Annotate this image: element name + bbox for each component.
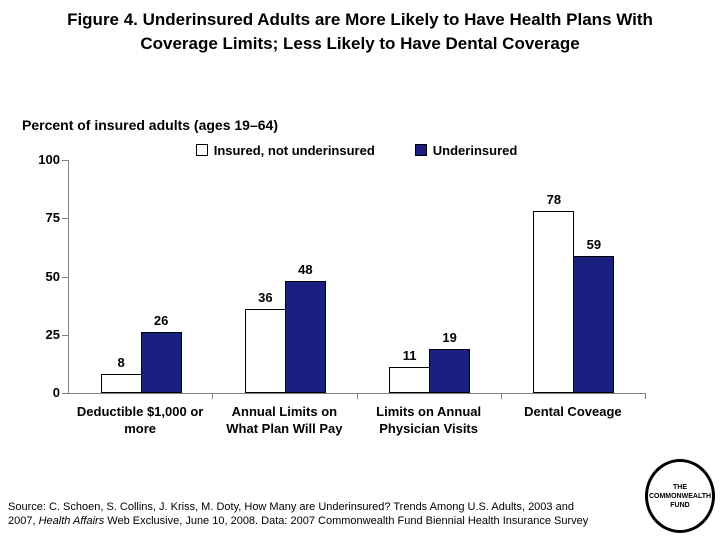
bar-group: 36 48 — [213, 160, 357, 393]
legend-label: Underinsured — [432, 142, 518, 158]
source-line1: Source: C. Schoen, S. Collins, J. Kriss,… — [8, 501, 574, 513]
bar-insured-not-underinsured: 11 — [389, 348, 431, 393]
bar-value-label: 11 — [402, 348, 417, 363]
y-tick-label: 75 — [45, 210, 60, 225]
legend-swatch — [195, 144, 208, 156]
bar-value-label: 8 — [117, 355, 125, 370]
y-tick-mark — [62, 335, 69, 336]
bar-value-label: 48 — [298, 262, 313, 277]
figure-title-line1: Figure 4. Underinsured Adults are More L… — [67, 10, 653, 29]
y-tick-label: 50 — [45, 269, 60, 284]
legend-swatch — [414, 144, 427, 156]
x-tick-mark — [645, 394, 646, 399]
journal-name: Health Affairs — [38, 515, 105, 527]
bar-group: 11 19 — [358, 160, 502, 393]
bar-value-label: 36 — [258, 290, 273, 305]
commonwealth-fund-logo: THE COMMONWEALTH FUND — [645, 459, 715, 533]
x-category-label: Dental Coveage — [524, 404, 622, 419]
x-axis-category-labels: Deductible $1,000 or more Annual Limits o… — [68, 403, 645, 437]
y-tick-label: 25 — [45, 327, 60, 342]
chart-plot-area: 100 75 50 25 0 8 26 36 48 11 19 78 59 — [38, 152, 646, 400]
y-tick-mark — [62, 393, 69, 394]
chart-legend: Insured, not underinsured Underinsured — [68, 142, 645, 158]
bar-value-label: 59 — [586, 237, 602, 252]
axis-unit-label: Percent of insured adults (ages 19–64) — [22, 117, 278, 133]
bar-insured-not-underinsured: 78 — [533, 192, 575, 393]
bar-group: 78 59 — [502, 160, 646, 393]
bar-insured-not-underinsured: 36 — [244, 290, 286, 393]
x-tick-mark — [212, 394, 214, 399]
bar-group: 8 26 — [69, 160, 213, 393]
x-category-label: Annual Limits on What Plan Will Pay — [226, 404, 343, 436]
bar-underinsured: 59 — [573, 237, 615, 393]
bar-underinsured: 48 — [284, 262, 326, 393]
bar-value-label: 26 — [153, 313, 169, 328]
y-tick-mark — [62, 160, 69, 161]
legend-item: Insured, not underinsured — [195, 142, 375, 158]
y-tick-label: 100 — [38, 152, 60, 167]
y-tick-mark — [62, 277, 69, 278]
logo-line3: FUND — [670, 501, 690, 509]
bar-value-label: 78 — [546, 192, 562, 207]
bar-value-label: 19 — [442, 330, 457, 345]
figure-title-line2: Coverage Limits; Less Likely to Have Den… — [140, 34, 580, 53]
legend-label: Insured, not underinsured — [213, 142, 375, 158]
bar-insured-not-underinsured: 8 — [100, 355, 142, 393]
x-tick-mark — [356, 394, 358, 399]
y-tick-label: 0 — [52, 385, 60, 400]
figure-title: Figure 4. Underinsured Adults are More L… — [8, 8, 712, 56]
bar-underinsured: 26 — [140, 313, 182, 393]
x-category-label: Limits on Annual Physician Visits — [376, 404, 482, 436]
logo-line1: THE — [673, 483, 687, 491]
x-category-label: Deductible $1,000 or more — [76, 404, 204, 436]
legend-item: Underinsured — [414, 142, 518, 158]
logo-line2: COMMONWEALTH — [648, 492, 712, 500]
bar-underinsured: 19 — [429, 330, 471, 393]
y-tick-mark — [62, 218, 69, 219]
source-note: Source: C. Schoen, S. Collins, J. Kriss,… — [8, 500, 648, 528]
source-line2: 2007, Health Affairs Web Exclusive, June… — [8, 515, 589, 527]
x-tick-mark — [500, 394, 502, 399]
